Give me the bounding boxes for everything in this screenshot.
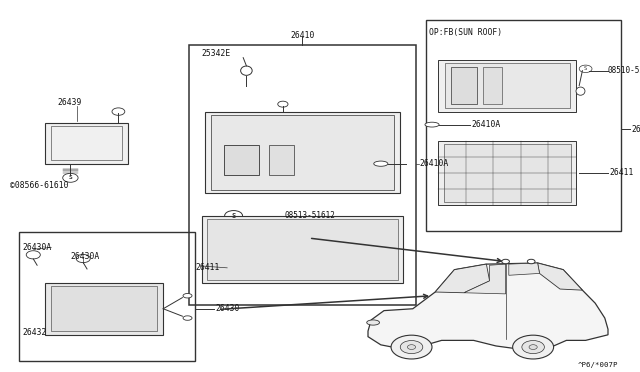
Ellipse shape xyxy=(425,122,439,127)
Text: S: S xyxy=(584,66,588,71)
Text: ^P6/*007P: ^P6/*007P xyxy=(578,362,619,368)
Bar xyxy=(444,144,571,202)
Circle shape xyxy=(278,101,288,107)
Text: S: S xyxy=(68,175,72,180)
Polygon shape xyxy=(368,263,608,349)
Bar xyxy=(426,20,621,231)
Circle shape xyxy=(76,254,90,263)
Bar xyxy=(45,283,163,335)
Bar xyxy=(189,45,416,305)
Ellipse shape xyxy=(367,320,380,325)
Circle shape xyxy=(26,251,40,259)
Text: 26410A: 26410A xyxy=(472,120,501,129)
Circle shape xyxy=(408,345,415,349)
Polygon shape xyxy=(435,264,490,293)
Bar xyxy=(451,67,477,104)
Text: 08510-52012: 08510-52012 xyxy=(608,66,640,75)
Circle shape xyxy=(522,340,545,354)
Text: OP:FB(SUN ROOF): OP:FB(SUN ROOF) xyxy=(429,28,502,37)
Bar xyxy=(202,216,403,283)
Bar xyxy=(438,141,576,205)
Bar xyxy=(207,219,398,280)
Circle shape xyxy=(513,335,554,359)
Circle shape xyxy=(502,259,509,264)
Circle shape xyxy=(63,173,78,182)
Text: 26430: 26430 xyxy=(216,304,240,313)
Text: 26430A: 26430A xyxy=(70,252,100,261)
Circle shape xyxy=(112,108,125,115)
Text: 26411: 26411 xyxy=(195,263,220,272)
Circle shape xyxy=(527,259,535,264)
Bar xyxy=(445,63,570,108)
Bar xyxy=(51,126,122,160)
Text: 26432: 26432 xyxy=(22,328,47,337)
Polygon shape xyxy=(538,263,582,290)
Bar xyxy=(205,112,400,193)
Bar xyxy=(211,115,394,190)
Ellipse shape xyxy=(183,316,192,320)
Circle shape xyxy=(400,340,423,354)
Bar xyxy=(224,145,259,175)
Ellipse shape xyxy=(576,87,585,95)
Text: 26430A: 26430A xyxy=(22,243,52,252)
Ellipse shape xyxy=(241,66,252,75)
Bar xyxy=(19,232,195,361)
Bar xyxy=(45,123,128,164)
Text: 26439: 26439 xyxy=(58,98,82,107)
Bar xyxy=(269,145,294,175)
Bar xyxy=(483,67,502,104)
Circle shape xyxy=(225,211,243,221)
Ellipse shape xyxy=(183,294,192,298)
Text: 25342E: 25342E xyxy=(202,49,231,58)
Polygon shape xyxy=(464,264,506,294)
Bar xyxy=(438,60,576,112)
Circle shape xyxy=(579,65,592,73)
Text: ©08566-61610: ©08566-61610 xyxy=(10,181,68,190)
Text: 08513-51612: 08513-51612 xyxy=(285,211,335,220)
Circle shape xyxy=(391,335,432,359)
Ellipse shape xyxy=(374,161,388,166)
Text: 26410: 26410 xyxy=(290,31,315,40)
Text: 26411: 26411 xyxy=(609,169,634,177)
Bar xyxy=(51,286,157,331)
Text: S: S xyxy=(232,213,236,219)
Circle shape xyxy=(529,345,537,349)
Polygon shape xyxy=(509,263,540,275)
Text: 26410A: 26410A xyxy=(419,159,449,168)
Text: 26410: 26410 xyxy=(632,125,640,134)
